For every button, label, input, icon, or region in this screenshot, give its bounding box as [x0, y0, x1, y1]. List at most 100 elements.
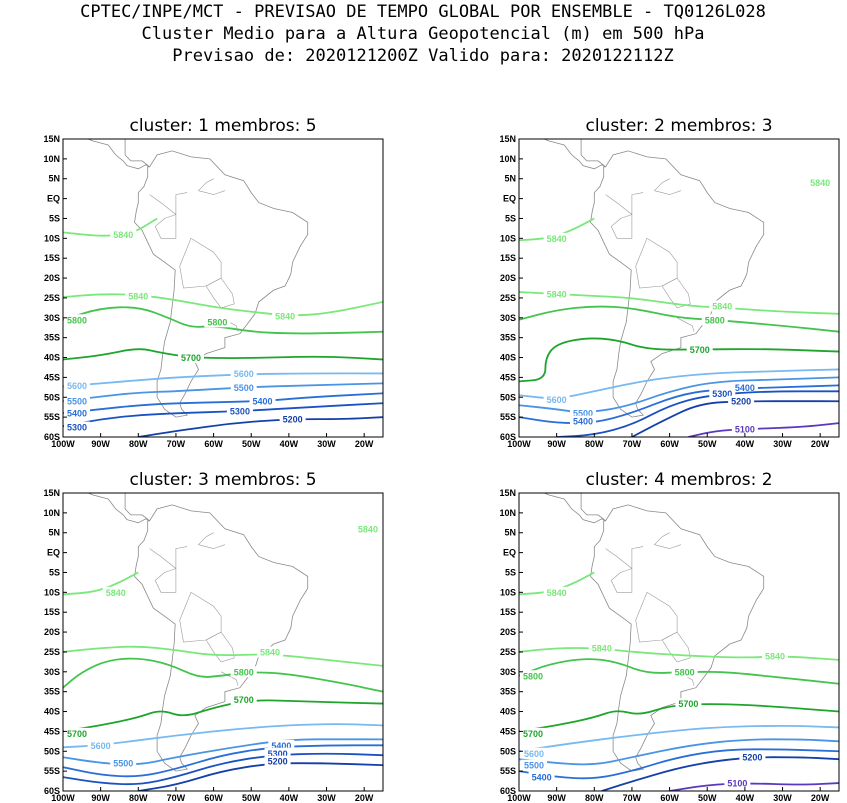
contour-label-bg	[226, 405, 253, 417]
lon-tick-label: 60W	[204, 793, 223, 803]
country-border	[661, 277, 691, 309]
contour-label-5300: 5300	[67, 423, 87, 433]
lat-tick-label: 35S	[44, 687, 60, 697]
contour-label-bg	[110, 228, 137, 240]
lon-tick-label: 40W	[736, 793, 755, 803]
lat-tick-label: 15N	[43, 134, 60, 144]
contour-label-5800: 5800	[675, 667, 695, 677]
contour-label-5500: 5500	[524, 761, 544, 771]
lat-tick-label: 25S	[500, 647, 516, 657]
country-border	[610, 568, 633, 593]
lat-tick-label: 15S	[500, 253, 516, 263]
contour-label-bg	[709, 300, 736, 312]
contour-label-bg	[521, 747, 548, 759]
contour-label-bg	[268, 739, 295, 751]
contour-label-bg	[64, 314, 90, 326]
lat-tick-label: 15S	[44, 607, 60, 617]
contour-5840	[519, 647, 839, 661]
country-border	[653, 532, 681, 549]
panel-2: cluster: 2 membros: 3 5840 5840 5840 5840 580…	[499, 116, 840, 449]
lat-tick-label: 20S	[44, 273, 60, 283]
lat-tick-label: 30S	[44, 313, 60, 323]
plot-frame	[62, 492, 384, 792]
lat-tick-label: 60S	[44, 786, 60, 796]
plot-frame	[518, 492, 840, 792]
contour-label-bg	[230, 666, 257, 678]
contour-label-bg	[543, 393, 570, 405]
country-border	[205, 631, 235, 663]
contour-label-bg	[739, 751, 766, 763]
contour-label-5400: 5400	[532, 773, 552, 783]
country-border	[149, 546, 188, 570]
lat-tick-label: 50S	[44, 392, 60, 402]
contour-label-bg	[279, 413, 306, 425]
lat-tick-label: 10S	[500, 233, 516, 243]
lon-tick-label: 100W	[507, 439, 531, 449]
country-border	[205, 277, 235, 309]
lon-tick-label: 90W	[91, 439, 110, 449]
contour-5700	[63, 699, 383, 733]
contour-label-bg	[102, 586, 129, 598]
contour-5840	[63, 293, 383, 317]
contour-label-bg	[724, 777, 751, 789]
lat-tick-label: 10S	[500, 587, 516, 597]
lon-tick-label: 90W	[547, 793, 566, 803]
central-america-coastline	[87, 139, 150, 170]
country-border	[661, 631, 691, 663]
lon-tick-label: 40W	[280, 439, 299, 449]
contour-label-bg	[354, 523, 381, 535]
plot-frame	[518, 138, 840, 438]
lat-tick-label: 50S	[500, 746, 516, 756]
contour-label-5400: 5400	[271, 741, 291, 751]
lat-tick-label: 30S	[44, 667, 60, 677]
country-border	[676, 317, 695, 332]
contour-label-5700: 5700	[678, 699, 698, 709]
contour-label-bg	[249, 395, 276, 407]
contour-label-bg	[543, 232, 570, 244]
lon-tick-label: 20W	[811, 439, 830, 449]
lat-tick-label: 15N	[43, 488, 60, 498]
contour-5500	[63, 382, 383, 403]
country-border	[605, 546, 644, 570]
contour-label-bg	[264, 755, 291, 767]
lat-tick-label: 55S	[500, 412, 516, 422]
contour-label-5840: 5840	[358, 524, 378, 534]
south-america-coastline	[134, 504, 309, 772]
contour-label-5700: 5700	[234, 695, 254, 705]
lat-tick-label: 20S	[44, 627, 60, 637]
contour-label-bg	[204, 316, 231, 328]
contour-5800	[519, 305, 839, 333]
country-border	[154, 214, 177, 239]
contour-label-5840: 5840	[810, 178, 830, 188]
contour-label-5100: 5100	[735, 425, 755, 435]
figure-title-line3: Previsao de: 2020121200Z Valido para: 20…	[172, 46, 674, 66]
contour-label-5840: 5840	[106, 588, 126, 598]
contour-label-5600: 5600	[547, 395, 567, 405]
contour-label-5700: 5700	[181, 353, 201, 363]
contour-5100	[687, 422, 839, 437]
contour-5300	[63, 752, 383, 786]
contour-label-bg	[701, 314, 728, 326]
contour-5500	[519, 376, 839, 413]
contour-label-bg	[521, 759, 548, 771]
panel-title: cluster: 2 membros: 3	[585, 116, 772, 136]
lon-tick-label: 20W	[355, 793, 374, 803]
contour-label-bg	[64, 727, 90, 739]
contour-5200	[138, 762, 383, 791]
plot-area: 5840584058405840580057005600550054005400…	[519, 139, 839, 437]
contour-label-bg	[570, 415, 596, 427]
lon-tick-label: 20W	[811, 793, 830, 803]
lon-tick-label: 40W	[280, 793, 299, 803]
contour-label-5700: 5700	[67, 729, 87, 739]
lat-tick-label: 55S	[500, 766, 516, 776]
contour-label-bg	[125, 290, 152, 302]
lon-tick-label: 40W	[736, 439, 755, 449]
contour-label-bg	[264, 747, 291, 759]
country-border	[197, 178, 225, 195]
lon-tick-label: 70W	[623, 439, 642, 449]
lon-tick-label: 80W	[129, 439, 148, 449]
contour-label-bg	[64, 421, 90, 433]
lon-tick-label: 20W	[355, 439, 374, 449]
lon-tick-label: 100W	[507, 793, 531, 803]
